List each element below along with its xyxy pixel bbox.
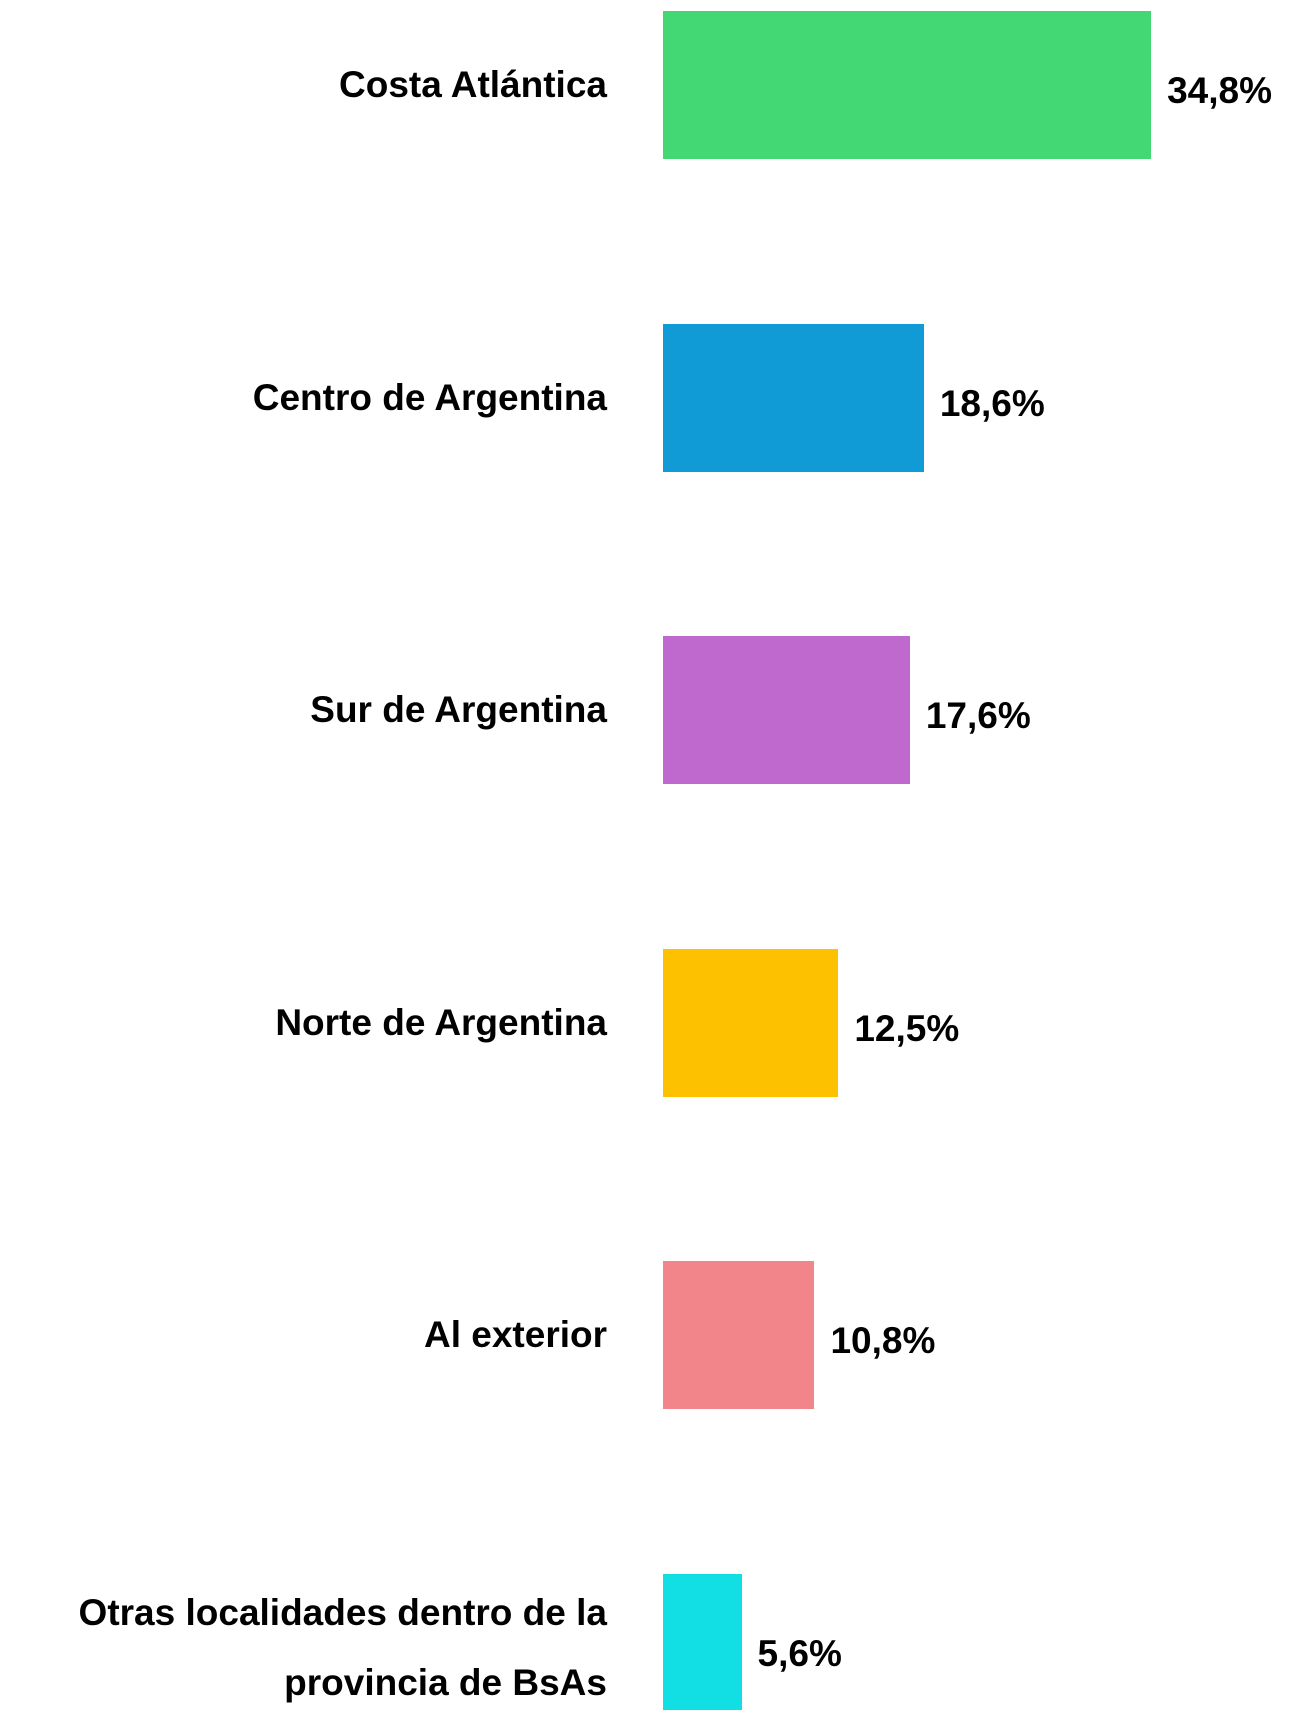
category-label: Costa Atlántica <box>339 64 607 105</box>
bar <box>663 1261 815 1410</box>
value-label: 34,8% <box>1167 70 1272 111</box>
bar <box>663 948 839 1097</box>
category-label: Sur de Argentina <box>310 689 607 731</box>
bar <box>663 11 1152 159</box>
value-label: 10,8% <box>830 1320 936 1362</box>
category-label: Otras localidades dentro de la provincia… <box>78 1592 607 1703</box>
value-label: 18,6% <box>939 382 1045 424</box>
value-label: 12,5% <box>854 1007 960 1049</box>
bar <box>663 1574 742 1710</box>
category-label: Al exterior <box>423 1314 607 1356</box>
category-label: Norte de Argentina <box>275 1001 607 1043</box>
bar <box>663 323 924 472</box>
bar <box>663 636 910 785</box>
value-label: 17,6% <box>925 695 1031 737</box>
category-label: Centro de Argentina <box>252 376 607 418</box>
value-label: 5,6% <box>757 1633 842 1674</box>
